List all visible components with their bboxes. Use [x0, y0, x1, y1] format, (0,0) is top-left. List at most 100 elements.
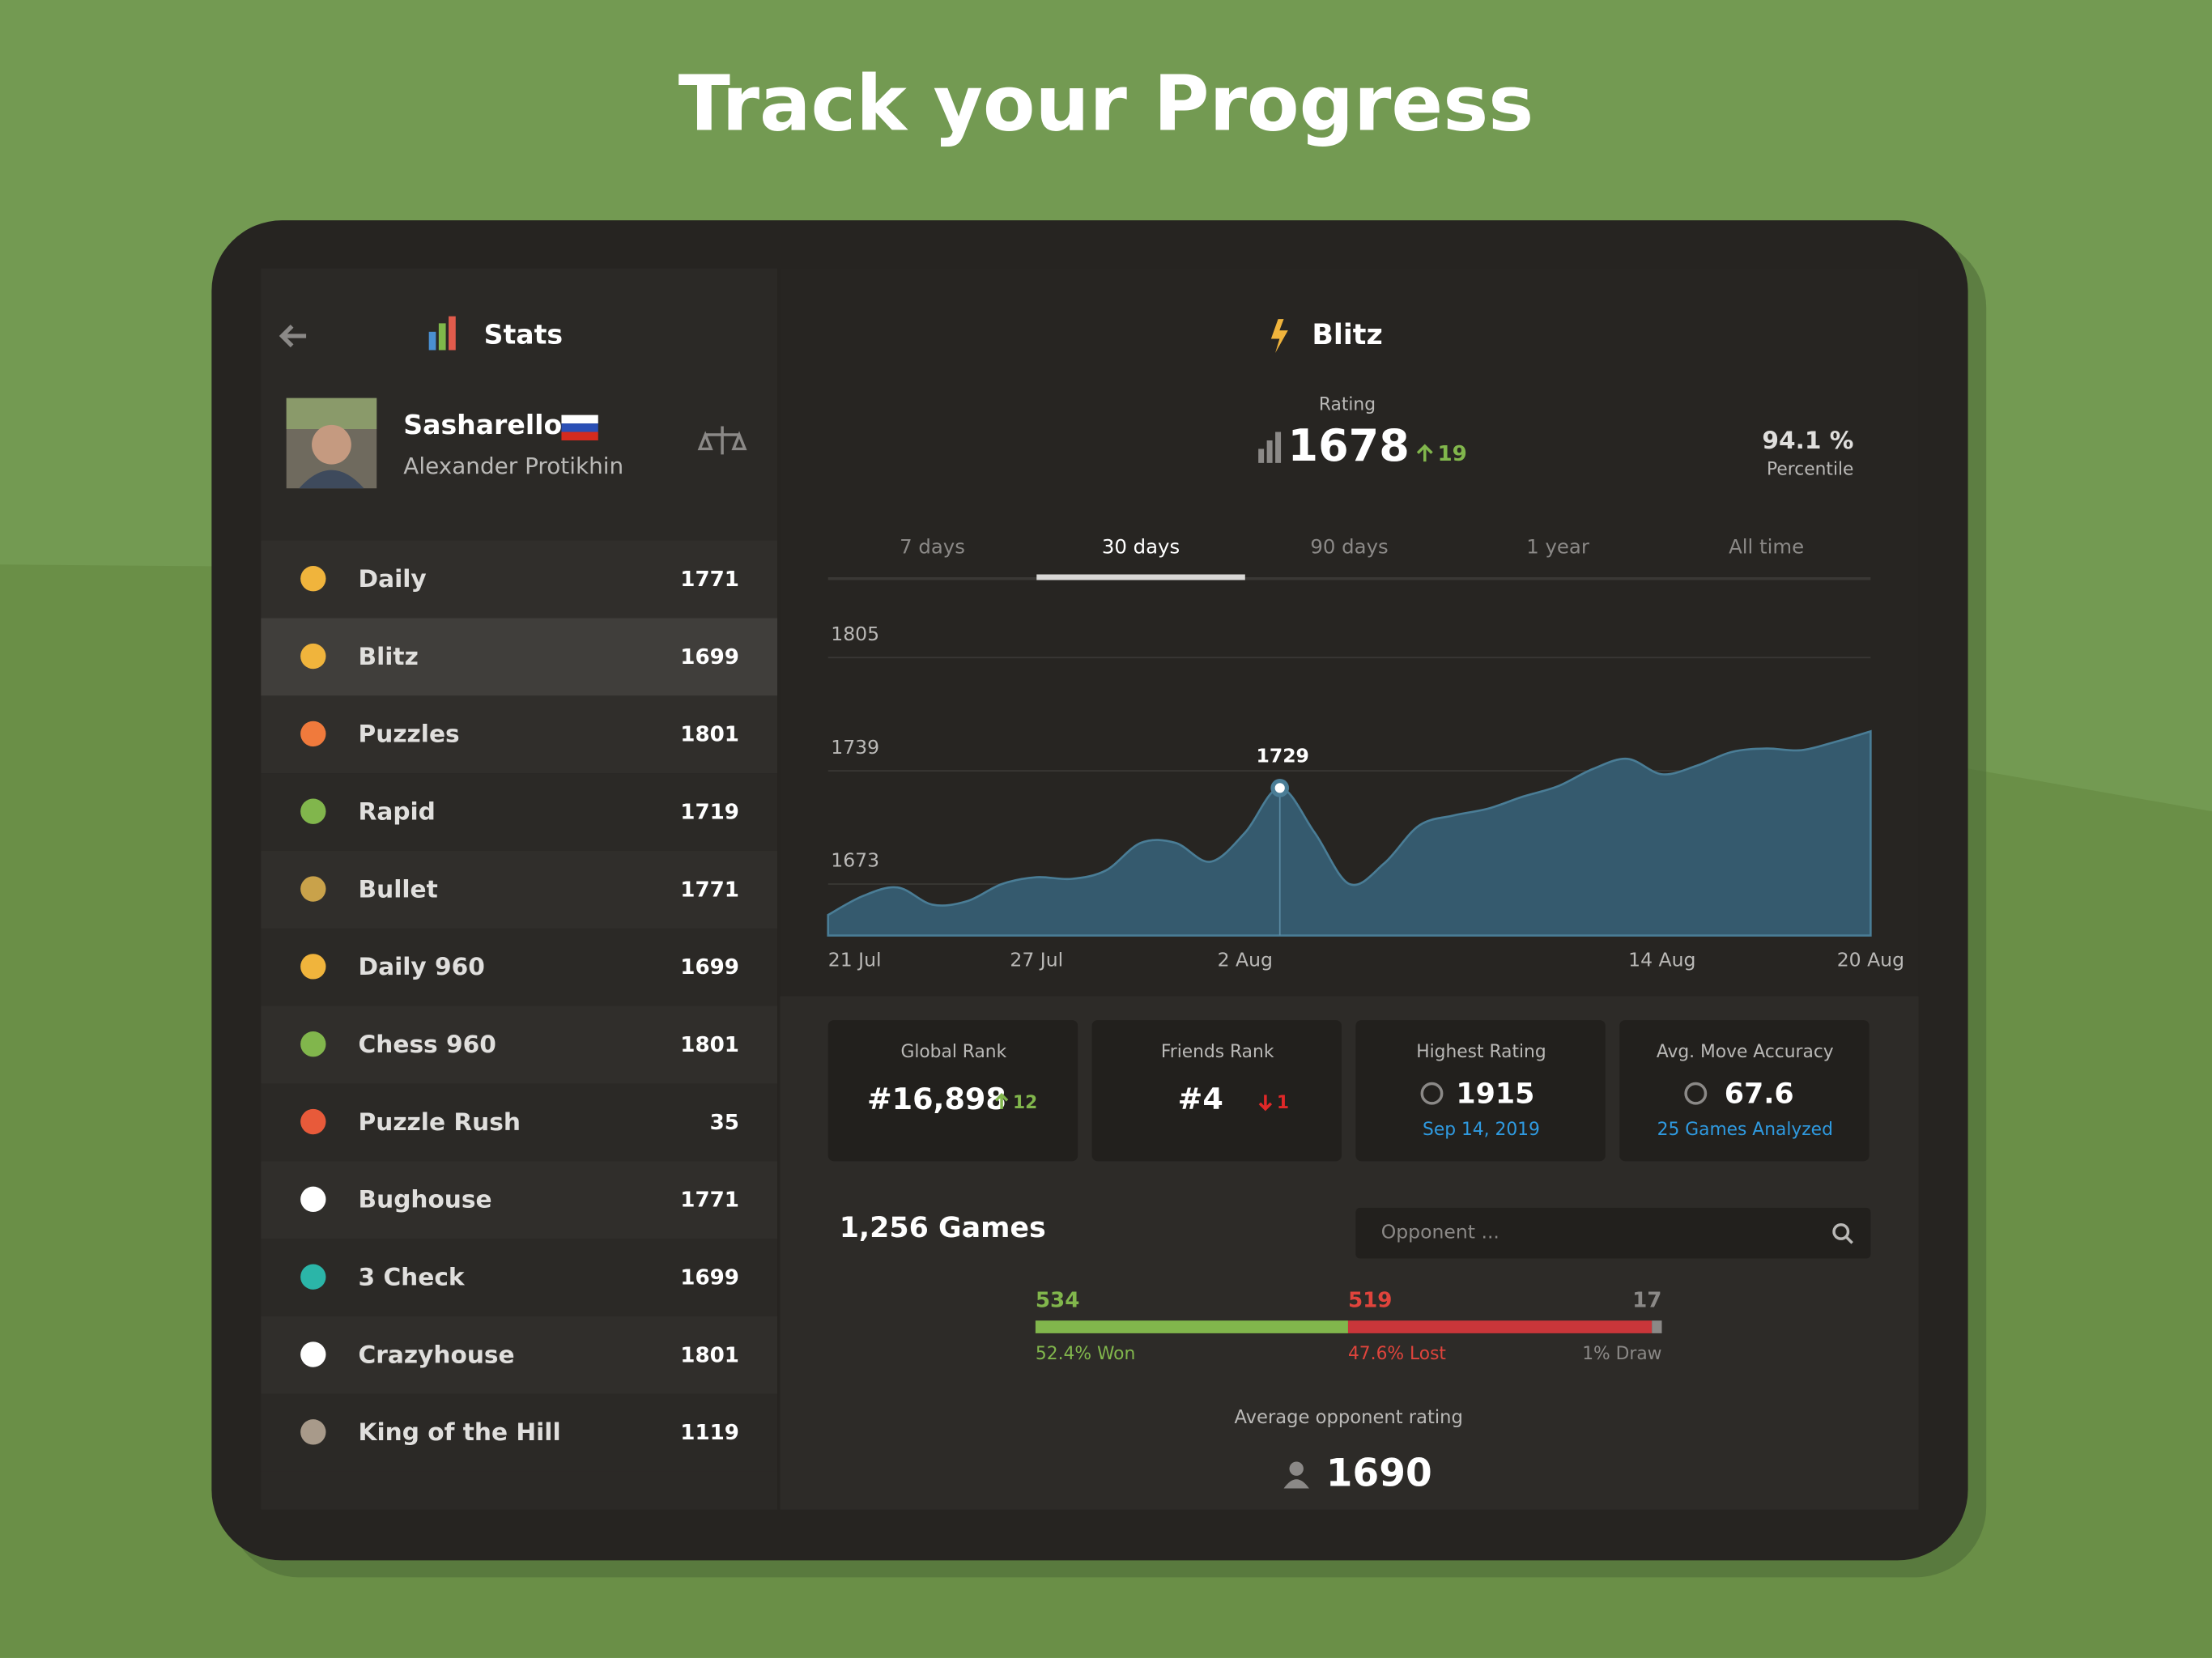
chart: 1673 1739 1805 21 Jul 27 Jul 2 Aug 14 Aug 20 Au…	[827, 623, 1904, 971]
row-rating: 1801	[680, 723, 739, 747]
stat-value: #4	[1178, 1082, 1223, 1116]
tab[interactable]: 1 year	[1526, 534, 1590, 558]
sidebar-row[interactable]	[261, 618, 778, 696]
row-name: Puzzle Rush	[359, 1108, 521, 1136]
person-icon	[1283, 1461, 1309, 1489]
tab[interactable]: 30 days	[1102, 534, 1180, 558]
rating-icon	[1258, 432, 1282, 463]
stat-value: 67.6	[1725, 1078, 1794, 1110]
tab-underline	[1036, 574, 1245, 580]
sidebar-row[interactable]	[261, 1239, 778, 1316]
search-placeholder: Opponent ...	[1381, 1221, 1499, 1244]
stat-label: Global Rank	[900, 1042, 1006, 1062]
tab[interactable]: All time	[1729, 534, 1804, 558]
sidebar-row[interactable]	[261, 928, 778, 1006]
stat-label: Highest Rating	[1416, 1042, 1546, 1062]
stat-sub[interactable]: Sep 14, 2019	[1423, 1120, 1540, 1140]
stat-icon	[1420, 1082, 1444, 1105]
tab-divider	[827, 576, 1871, 580]
sidebar-list: Daily 1771 Blitz 1699 Puzzles 1801 Rapid 1719 Bu…	[261, 540, 778, 1472]
search-box[interactable]	[1355, 1207, 1871, 1259]
y-tick-label: 1739	[831, 736, 879, 759]
row-rating: 1119	[680, 1421, 739, 1445]
row-name: Crazyhouse	[359, 1341, 515, 1368]
search-icon[interactable]	[1832, 1222, 1853, 1244]
area	[827, 729, 1872, 937]
row-rating: 1699	[680, 645, 739, 670]
won-bar	[1035, 1320, 1348, 1333]
sidebar-row[interactable]	[261, 1393, 778, 1472]
row-name: 3 Check	[359, 1263, 466, 1290]
sidebar-row[interactable]	[261, 1316, 778, 1394]
y-tick-label: 1673	[831, 849, 879, 872]
row-rating: 1771	[680, 568, 739, 592]
sidebar-row[interactable]	[261, 1005, 778, 1084]
row-rating: 35	[710, 1111, 739, 1135]
rating-label: Rating	[1319, 394, 1376, 414]
back-button[interactable]	[279, 325, 307, 348]
row-icon	[300, 798, 326, 824]
row-name: Chess 960	[359, 1031, 496, 1058]
stat-icon	[1684, 1082, 1708, 1105]
won-label: 52.4% Won	[1036, 1344, 1135, 1364]
rating-change: 19	[1437, 442, 1466, 466]
stat-label: Friends Rank	[1161, 1042, 1274, 1062]
sidebar-row[interactable]	[261, 851, 778, 929]
row-rating: 1699	[680, 1265, 739, 1290]
sidebar-title: Stats	[484, 319, 564, 351]
stat-change: 1	[1277, 1093, 1289, 1113]
lost-bar	[1347, 1320, 1653, 1333]
row-icon	[300, 1031, 326, 1057]
row-name: Bughouse	[359, 1186, 492, 1214]
compare-icon[interactable]	[697, 426, 747, 455]
stat-cards: Global Rank #16,898 12 Friends Rank #4 1 Highe…	[827, 1020, 1870, 1162]
avg-rating: 1690	[1326, 1451, 1432, 1495]
row-icon	[300, 1186, 326, 1213]
row-name: Blitz	[359, 643, 419, 670]
tabs: 7 days 30 days 90 days 1 year All time	[900, 534, 1804, 580]
stat-label: Avg. Move Accuracy	[1657, 1042, 1834, 1062]
sidebar-row[interactable]	[261, 540, 778, 619]
x-tick-label: 2 Aug	[1218, 948, 1273, 971]
y-tick-label: 1805	[831, 623, 879, 645]
flag	[561, 414, 598, 440]
sidebar-row[interactable]	[261, 1083, 778, 1162]
sidebar-row[interactable]	[261, 695, 778, 774]
tab[interactable]: 90 days	[1310, 534, 1388, 558]
rating: 1678	[1288, 420, 1410, 471]
row-name: Daily 960	[359, 953, 485, 980]
page-title: Track your Progress	[678, 60, 1534, 148]
stat-card	[1091, 1020, 1342, 1162]
x-tick-label: 14 Aug	[1628, 948, 1695, 971]
row-rating: 1699	[680, 955, 739, 980]
avg-label: Average opponent rating	[1234, 1407, 1462, 1428]
percentile-label: Percentile	[1767, 460, 1853, 480]
x-tick-label: 27 Jul	[1010, 948, 1063, 971]
stat-card	[1355, 1020, 1606, 1162]
main-title: Blitz	[1312, 319, 1382, 351]
up-arrow	[1416, 444, 1433, 462]
draw-count: 17	[1632, 1288, 1661, 1312]
percentile: 94.1 %	[1762, 427, 1853, 454]
stat-value: #16,898	[867, 1082, 1006, 1116]
row-rating: 1771	[680, 1188, 739, 1213]
stat-change: 12	[1013, 1093, 1037, 1113]
x-tick-label: 20 Aug	[1837, 948, 1904, 971]
row-icon	[300, 1419, 326, 1445]
sidebar-row[interactable]	[261, 773, 778, 852]
x-tick-label: 21 Jul	[828, 948, 882, 971]
row-icon	[300, 876, 326, 902]
username: Sasharello	[403, 409, 562, 440]
stats-icon	[428, 316, 456, 351]
row-rating: 1719	[680, 800, 739, 824]
stat-sub[interactable]: 25 Games Analyzed	[1657, 1120, 1833, 1140]
lost-count: 519	[1348, 1288, 1393, 1312]
row-name: Daily	[359, 565, 427, 593]
stat-card	[827, 1020, 1078, 1162]
row-name: King of the Hill	[359, 1418, 561, 1446]
change-arrow	[1258, 1095, 1273, 1112]
sidebar-row[interactable]	[261, 1161, 778, 1239]
tab[interactable]: 7 days	[900, 534, 965, 558]
row-icon	[300, 643, 326, 670]
